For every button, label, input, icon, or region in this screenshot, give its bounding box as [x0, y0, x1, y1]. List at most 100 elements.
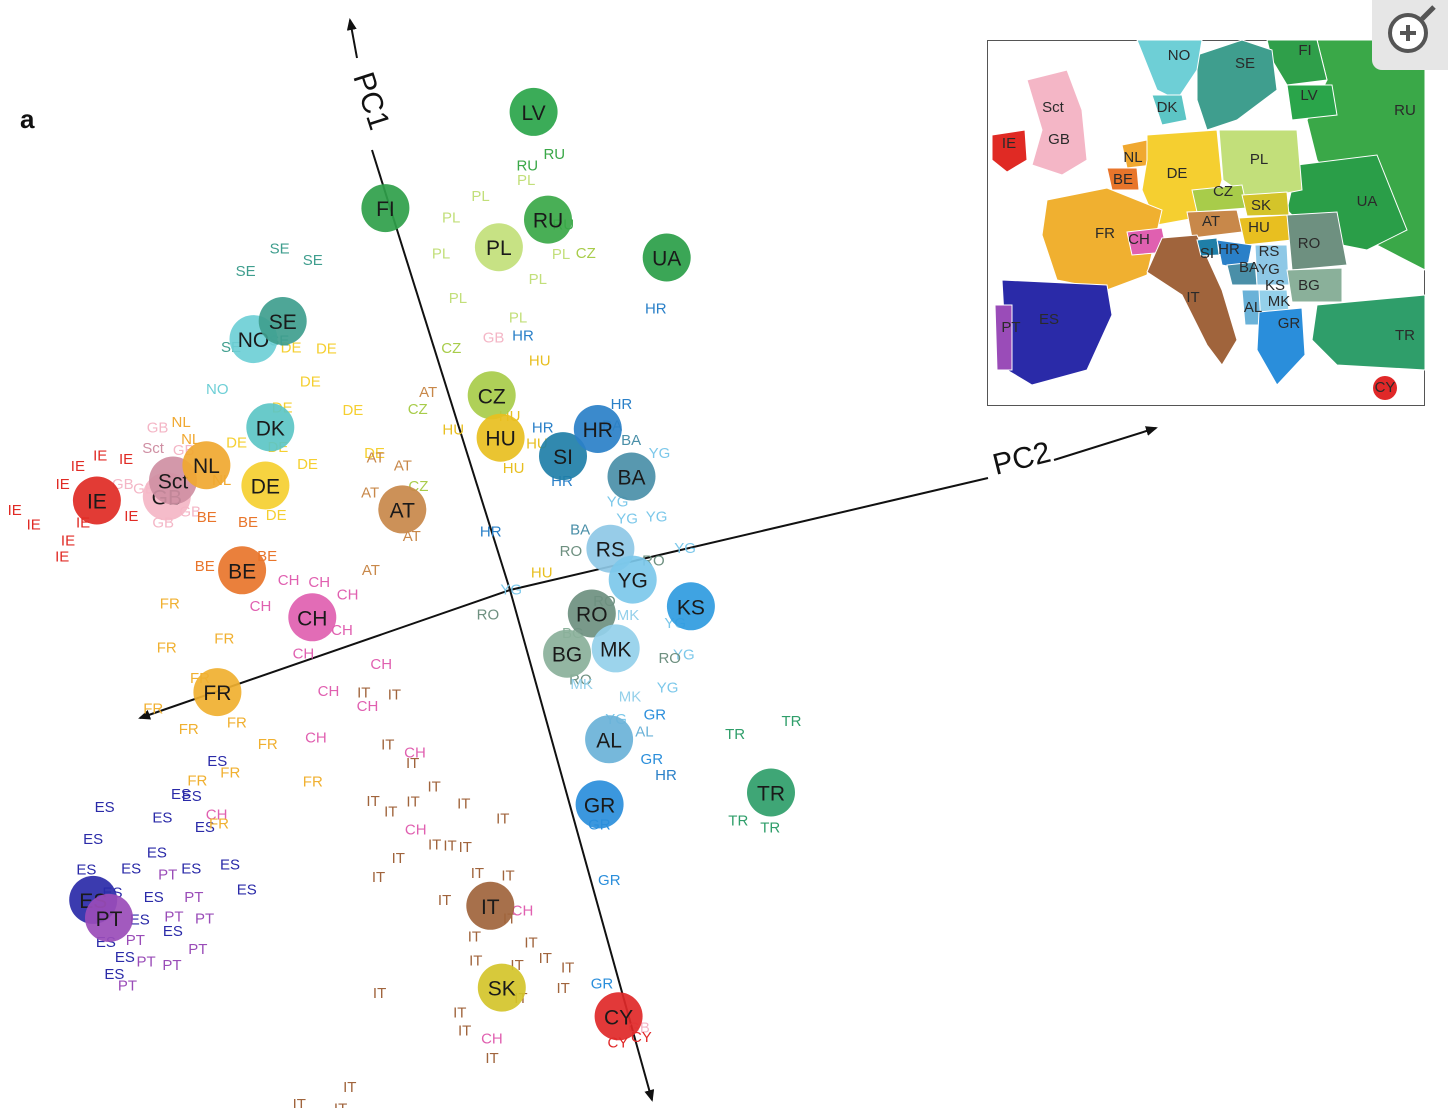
map-shape-slovenia	[1196, 237, 1220, 257]
individual-label: FR	[179, 721, 199, 738]
centroid-label: BE	[228, 560, 256, 583]
zoom-button[interactable]	[1372, 0, 1448, 70]
individual-label: AT	[361, 485, 379, 502]
centroid-marker	[378, 485, 427, 534]
individual-label: ES	[207, 753, 227, 770]
centroid-se: SE	[258, 297, 307, 345]
individual-label: FR	[227, 715, 247, 732]
individual-label: BE	[195, 558, 215, 575]
centroid-it: IT	[466, 881, 515, 930]
individual-label: FR	[258, 736, 278, 753]
individual-label: CY	[631, 1029, 652, 1046]
centroid-cy: CY	[594, 992, 643, 1041]
map-label-ru: RU	[1394, 102, 1416, 119]
individual-label: PT	[162, 957, 181, 974]
map-label-ba: BA	[1239, 259, 1259, 276]
individual-label: YG	[674, 540, 696, 557]
individual-label: BE	[238, 514, 258, 531]
individual-label: CH	[250, 598, 272, 615]
individual-label: IT	[384, 804, 397, 821]
centroid-de: DE	[241, 461, 290, 510]
centroid-label: BG	[552, 644, 582, 667]
individual-label: PL	[432, 246, 450, 263]
individual-label: HR	[645, 301, 667, 318]
individual-label: FR	[303, 774, 323, 791]
centroid-marker	[182, 441, 231, 490]
individual-label: CH	[512, 903, 534, 920]
map-label-ie: IE	[1002, 135, 1016, 152]
individual-label: CH	[331, 622, 353, 639]
map-label-tr: TR	[1395, 327, 1415, 344]
map-label-al: AL	[1244, 299, 1262, 316]
individual-label: IT	[366, 793, 379, 810]
individual-label: CH	[293, 646, 315, 663]
map-shape-cyprus	[1373, 376, 1397, 400]
centroid-yg: YG	[608, 555, 657, 604]
individual-label: HU	[529, 353, 551, 370]
individual-label: IT	[496, 811, 509, 828]
individual-label: BA	[570, 522, 590, 539]
individual-label: CH	[278, 572, 300, 589]
map-country-labels: NO SE FI LV RU DK Sct GB IE NL BE DE PL UA CZ SK AT HU FR C…	[1001, 42, 1415, 396]
centroid-marker	[509, 87, 558, 136]
individual-label: ES	[220, 856, 240, 873]
population-centroids: IEGBSctNLBECHFRDEATDKNOSEFILVRUUAPLCZHUS…	[69, 87, 795, 1041]
centroid-marker	[539, 432, 587, 481]
map-label-dk: DK	[1157, 99, 1178, 116]
individual-label: HR	[655, 767, 677, 784]
centroid-label: FI	[376, 198, 395, 221]
individual-label: IT	[524, 934, 537, 951]
individual-label: HR	[532, 420, 554, 437]
centroid-label: CZ	[478, 385, 506, 408]
individual-label: IT	[334, 1100, 347, 1108]
centroid-ie: IE	[72, 476, 121, 525]
centroid-sk: SK	[477, 963, 526, 1012]
centroid-label: YG	[618, 570, 648, 593]
individual-label: CH	[405, 822, 427, 839]
map-label-it: IT	[1186, 289, 1199, 306]
pc2-axis-label: PC2	[989, 436, 1054, 482]
centroid-ru: RU	[524, 195, 572, 244]
individual-label: BA	[621, 432, 641, 449]
centroid-marker	[258, 297, 307, 345]
map-label-no: NO	[1168, 47, 1191, 64]
centroid-label: NO	[238, 329, 270, 352]
individual-label: YG	[500, 582, 522, 599]
individual-label: ES	[115, 949, 135, 966]
individual-label: IT	[438, 892, 451, 909]
centroid-marker	[585, 715, 634, 764]
individual-label: IT	[557, 980, 570, 997]
individual-label: FR	[157, 640, 177, 657]
individual-label: IT	[468, 929, 481, 946]
individual-label: PL	[509, 309, 527, 326]
individual-label: MK	[570, 676, 593, 693]
centroid-label: HR	[583, 419, 613, 442]
zoom-in-magnifier-icon	[1388, 5, 1436, 53]
map-shape-romania	[1286, 211, 1348, 271]
individual-label: NO	[206, 381, 229, 398]
map-label-be: BE	[1113, 171, 1133, 188]
centroid-marker	[594, 992, 643, 1041]
individual-label: ES	[121, 861, 141, 878]
centroid-ba: BA	[607, 452, 656, 501]
individual-label: CZ	[408, 401, 428, 418]
individual-label: ES	[147, 845, 167, 862]
individual-label: IT	[453, 1004, 466, 1021]
centroid-label: DK	[256, 417, 285, 440]
centroid-marker	[608, 555, 657, 604]
individual-label: SE	[236, 263, 256, 280]
individual-label: CH	[404, 745, 426, 762]
individual-label: GR	[591, 975, 614, 992]
centroid-label: LV	[522, 102, 546, 125]
centroid-be: BE	[218, 546, 267, 595]
individual-label: IT	[539, 950, 552, 967]
map-label-ro: RO	[1298, 235, 1321, 252]
individual-label: IT	[459, 839, 472, 856]
map-label-se: SE	[1235, 55, 1255, 72]
individual-label: PT	[164, 908, 183, 925]
centroid-cz: CZ	[467, 371, 516, 420]
individual-label: RO	[658, 650, 681, 667]
individual-label: FR	[214, 631, 234, 648]
map-shape-france	[1041, 187, 1163, 291]
